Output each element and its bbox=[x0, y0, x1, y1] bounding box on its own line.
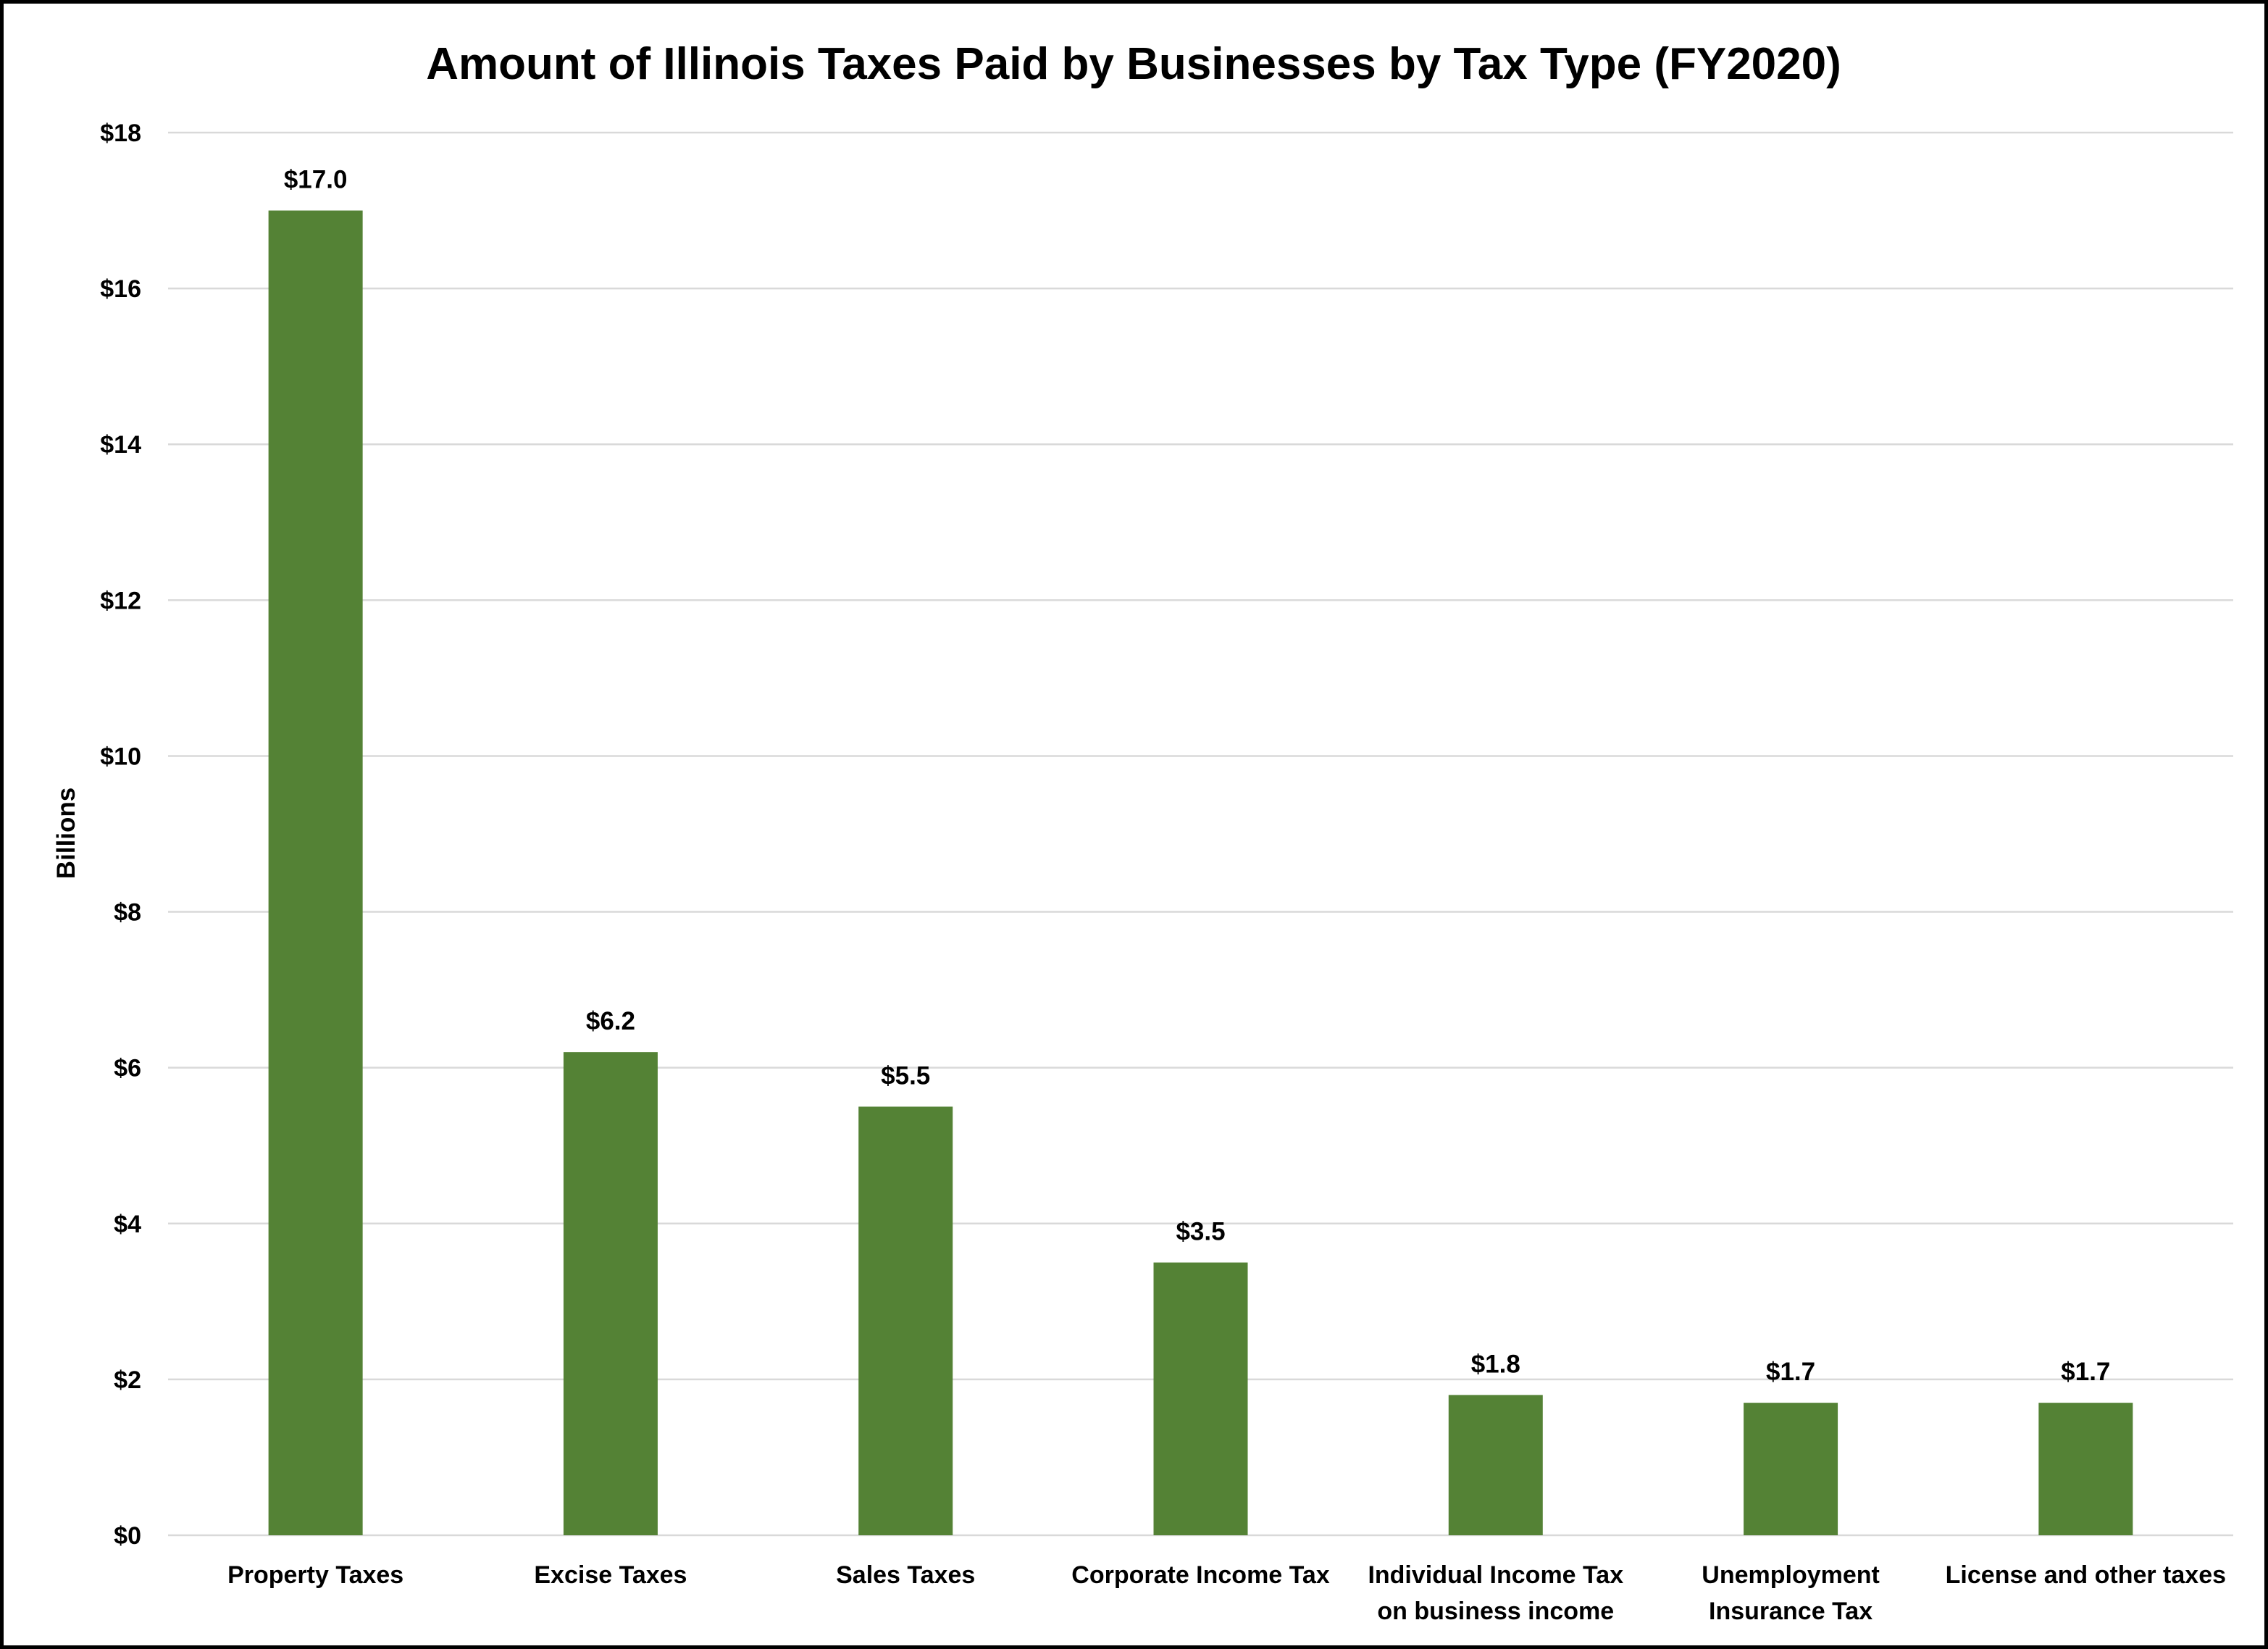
bar bbox=[858, 1106, 953, 1535]
y-tick-label: $8 bbox=[114, 899, 141, 927]
x-axis-categories: Property Taxes Excise Taxes Sales Taxes Cor… bbox=[227, 1561, 2226, 1625]
y-tick-label: $18 bbox=[100, 120, 141, 147]
bar bbox=[2038, 1403, 2133, 1535]
x-category-label: Corporate Income Tax bbox=[1071, 1561, 1330, 1589]
bar bbox=[1448, 1395, 1543, 1535]
bar-chart: Amount of Illinois Taxes Paid by Busines… bbox=[52, 39, 2233, 1625]
bar bbox=[563, 1052, 658, 1535]
data-label: $1.7 bbox=[2061, 1358, 2110, 1386]
y-tick-label: $2 bbox=[114, 1366, 141, 1394]
y-axis-title: Billions bbox=[52, 788, 80, 879]
data-label: $3.5 bbox=[1176, 1218, 1225, 1246]
x-category-label: Individual Income Tax bbox=[1368, 1561, 1623, 1589]
data-label: $5.5 bbox=[881, 1061, 930, 1090]
x-category-label: Property Taxes bbox=[227, 1561, 403, 1589]
bar bbox=[1744, 1403, 1838, 1535]
y-tick-label: $6 bbox=[114, 1055, 141, 1082]
x-category-label: Unemployment bbox=[1702, 1561, 1880, 1589]
y-tick-label: $4 bbox=[114, 1211, 141, 1238]
data-label: $6.2 bbox=[586, 1007, 635, 1035]
data-label: $17.0 bbox=[284, 166, 348, 194]
data-label: $1.8 bbox=[1471, 1350, 1520, 1378]
bar bbox=[1153, 1262, 1248, 1535]
x-category-label: Sales Taxes bbox=[836, 1561, 975, 1589]
bars bbox=[268, 210, 2133, 1535]
y-tick-label: $10 bbox=[100, 743, 141, 770]
y-tick-label: $16 bbox=[100, 275, 141, 303]
y-tick-label: $12 bbox=[100, 587, 141, 614]
y-tick-label: $14 bbox=[100, 431, 141, 459]
y-tick-label: $0 bbox=[114, 1522, 141, 1550]
y-axis-ticks: $0 $2 $4 $6 $8 $10 $12 $14 $16 $18 bbox=[100, 120, 141, 1550]
bar bbox=[268, 210, 363, 1535]
gridlines bbox=[168, 131, 2233, 1537]
x-category-label: Excise Taxes bbox=[534, 1561, 687, 1589]
x-category-label: Insurance Tax bbox=[1709, 1598, 1872, 1625]
chart-title: Amount of Illinois Taxes Paid by Busines… bbox=[426, 39, 1841, 89]
data-label: $1.7 bbox=[1766, 1358, 1815, 1386]
x-category-label: on business income bbox=[1377, 1598, 1614, 1625]
data-labels: $17.0 $6.2 $5.5 $3.5 $1.8 $1.7 $1.7 bbox=[284, 166, 2111, 1387]
x-category-label: License and other taxes bbox=[1946, 1561, 2226, 1589]
